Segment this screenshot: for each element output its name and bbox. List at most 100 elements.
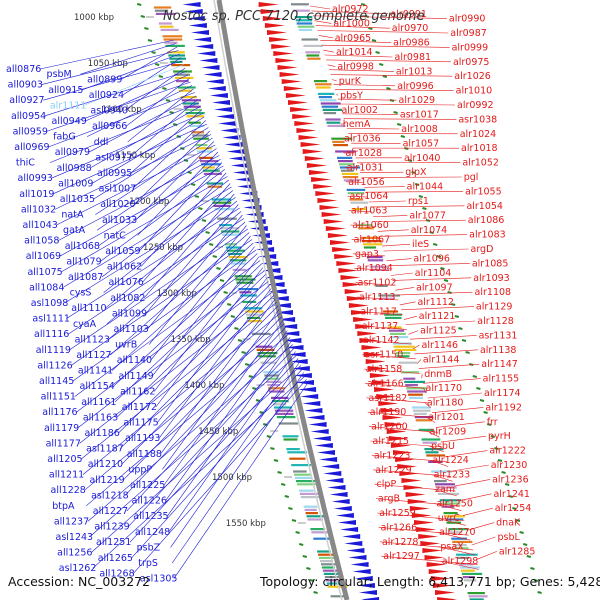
minus-strand-arrow — [359, 590, 377, 595]
right-gene-label: alr1121 — [419, 311, 456, 322]
left-label-line — [49, 102, 199, 163]
plus-strand-arrow — [374, 387, 395, 392]
minus-strand-arrow — [212, 100, 230, 105]
tick-mark — [501, 471, 506, 474]
left-gene-label: fabG — [53, 132, 76, 143]
left-gene-label: asl1187 — [86, 444, 124, 455]
cog-feature — [274, 409, 294, 412]
right-label-line — [471, 536, 496, 546]
left-gene-label: all1268 — [99, 568, 134, 579]
left-label-line — [155, 267, 264, 408]
cog-feature — [407, 390, 427, 393]
left-label-line — [54, 134, 212, 210]
left-label-line — [53, 123, 208, 195]
plus-strand-arrow — [279, 72, 300, 77]
cog-feature — [393, 345, 415, 348]
left-label-line — [90, 106, 201, 169]
right-gene-label: alr0991 — [390, 9, 427, 20]
cog-feature — [441, 505, 455, 508]
cog-feature — [305, 512, 318, 515]
right-label-line — [317, 30, 449, 34]
minus-strand-arrow — [348, 555, 367, 560]
right-label-line — [435, 517, 466, 526]
right-label-line — [351, 239, 381, 242]
left-gene-label: cysS — [70, 288, 92, 299]
right-label-line — [423, 388, 427, 394]
right-gene-label: alr1117 — [360, 306, 397, 317]
left-gene-label: all1062 — [107, 262, 142, 273]
left-label-line — [44, 71, 187, 117]
left-label-line — [145, 204, 239, 314]
right-label-line — [314, 20, 332, 24]
minus-strand-arrow — [279, 324, 298, 329]
tick-mark — [277, 471, 282, 474]
minus-strand-arrow — [319, 457, 338, 462]
minus-strand-arrow — [327, 485, 346, 490]
minus-strand-arrow — [350, 562, 369, 567]
right-gene-label: psbU — [431, 441, 455, 452]
minus-strand-arrow — [342, 534, 361, 539]
right-label-line — [339, 108, 342, 111]
right-gene-label: alr0996 — [397, 81, 434, 92]
left-gene-label: all1009 — [58, 178, 93, 189]
plus-strand-arrow — [319, 205, 340, 210]
minus-strand-arrow — [285, 345, 304, 350]
right-gene-label: argB — [378, 494, 400, 505]
plus-strand-arrow — [285, 93, 306, 98]
cog-feature — [185, 112, 205, 115]
cog-feature — [268, 387, 286, 390]
tick-mark — [465, 351, 470, 354]
plus-strand-arrow — [384, 422, 405, 427]
left-gene-label: all1035 — [60, 194, 95, 205]
tick-mark — [526, 555, 532, 558]
cog-feature — [264, 374, 279, 377]
left-label-line — [172, 372, 304, 564]
tick-mark — [418, 195, 424, 198]
plus-strand-arrow — [306, 163, 327, 168]
right-gene-label: alr0987 — [450, 28, 487, 39]
tick-mark — [522, 543, 528, 546]
minus-strand-arrow — [308, 422, 327, 427]
right-gene-label: alr0998 — [337, 62, 374, 73]
cog-feature — [437, 492, 460, 495]
left-label-line — [160, 298, 276, 454]
minus-strand-arrow — [191, 30, 209, 35]
tick-mark — [490, 435, 496, 438]
plus-strand-arrow — [411, 513, 432, 518]
cog-feature — [306, 54, 320, 57]
cog-feature — [342, 176, 359, 179]
left-gene-label: all0979 — [55, 147, 90, 158]
tick-mark — [190, 183, 196, 186]
right-gene-label: gap3 — [355, 249, 379, 260]
cog-feature — [394, 348, 417, 351]
left-gene-label: all0954 — [11, 111, 46, 122]
plus-strand-arrow — [330, 240, 350, 245]
minus-strand-arrow — [325, 478, 344, 483]
right-label-line — [369, 426, 438, 433]
tick-mark — [479, 399, 485, 402]
cog-feature — [296, 22, 313, 25]
cog-feature — [221, 230, 240, 233]
plus-strand-arrow — [296, 128, 317, 133]
cog-feature — [384, 313, 403, 316]
minus-strand-arrow — [193, 37, 212, 42]
right-label-line — [358, 311, 403, 315]
left-gene-label: all1175 — [123, 418, 158, 429]
cog-feature — [456, 553, 478, 556]
tick-mark — [280, 483, 286, 486]
left-gene-label: uppP — [128, 464, 152, 475]
tick-mark — [454, 315, 460, 318]
tick-mark — [208, 243, 214, 246]
right-label-line — [475, 551, 497, 560]
left-gene-label: all1225 — [130, 480, 165, 491]
cog-feature — [448, 528, 468, 531]
right-label-line — [395, 287, 415, 291]
tick-mark — [530, 567, 535, 570]
right-label-line — [373, 469, 452, 477]
tick-mark — [284, 495, 290, 498]
right-gene-label: alr1093 — [473, 273, 510, 284]
kbp-tick-label: 1100 kbp — [102, 105, 142, 115]
minus-strand-arrow — [333, 506, 352, 511]
right-gene-label: alr1013 — [396, 66, 433, 77]
left-label-line — [72, 249, 257, 382]
